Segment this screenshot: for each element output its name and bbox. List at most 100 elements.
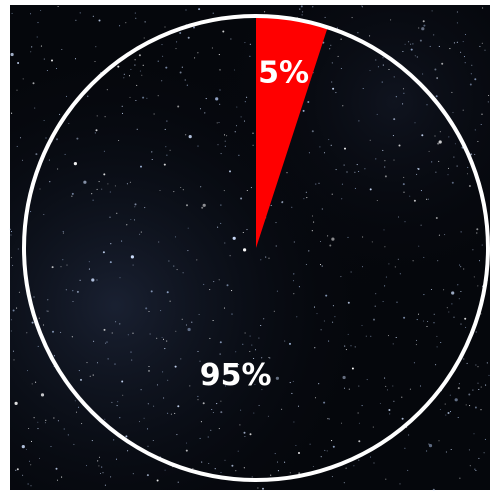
star [79,12,81,14]
star [362,87,364,90]
star [246,189,248,192]
star [235,351,237,353]
star [45,137,47,139]
star [219,89,221,91]
star [449,48,451,50]
star [16,145,18,147]
star [418,27,420,29]
star [200,421,202,423]
star [203,283,205,285]
star [180,358,182,360]
star [262,487,264,490]
star [222,30,225,33]
star [426,198,428,200]
star [408,41,410,43]
star [21,445,25,449]
star [252,144,254,146]
star [31,321,34,324]
star [209,337,211,339]
star [43,213,45,216]
star [102,251,105,254]
star [358,459,360,461]
star [73,162,77,166]
star [14,401,18,405]
star [185,442,188,444]
star [275,222,277,224]
star [449,394,451,396]
star [92,374,94,376]
star [375,158,377,160]
star [166,291,169,294]
star [475,331,477,333]
star [388,263,390,265]
star [151,151,153,153]
star [72,300,74,303]
star [369,35,371,37]
star [312,6,314,8]
star [483,452,485,454]
star [350,345,352,347]
star [291,206,293,208]
star [469,465,471,467]
star [40,393,45,397]
star [404,221,406,223]
star [270,204,272,206]
star [77,406,80,408]
star [484,49,486,51]
star [323,401,326,404]
star [19,137,22,139]
star [453,316,455,318]
star [384,377,386,379]
star [96,188,98,190]
star [134,203,137,206]
star [415,344,417,346]
star [436,335,438,337]
star [452,111,454,114]
star [72,290,74,292]
star [419,39,422,42]
star [113,439,115,441]
star [309,443,311,445]
star [213,281,215,283]
star [33,296,35,298]
star [369,70,371,72]
star [191,321,193,323]
star [185,324,188,326]
star [293,273,295,275]
star [404,43,406,45]
star [174,365,177,368]
star [460,51,462,53]
star [376,199,378,202]
star [147,445,149,447]
star [214,468,216,470]
star [167,412,169,414]
star [408,434,410,436]
star [88,268,90,270]
star [373,318,375,321]
star [314,347,316,349]
star [361,5,363,7]
star [201,206,204,209]
star [302,11,304,13]
star [267,415,269,417]
star [21,159,24,161]
star [445,451,447,453]
star [465,326,467,328]
star [148,310,150,313]
star [244,332,246,334]
star [258,337,260,339]
star [413,362,415,364]
star [393,118,396,121]
star [99,472,102,475]
star [414,55,416,57]
star [463,358,465,360]
star [216,403,218,405]
star [65,95,68,97]
star [421,134,424,137]
star [345,349,347,351]
star [443,289,445,291]
star [236,106,238,108]
star [435,95,438,98]
star [91,440,93,442]
star [218,121,220,124]
